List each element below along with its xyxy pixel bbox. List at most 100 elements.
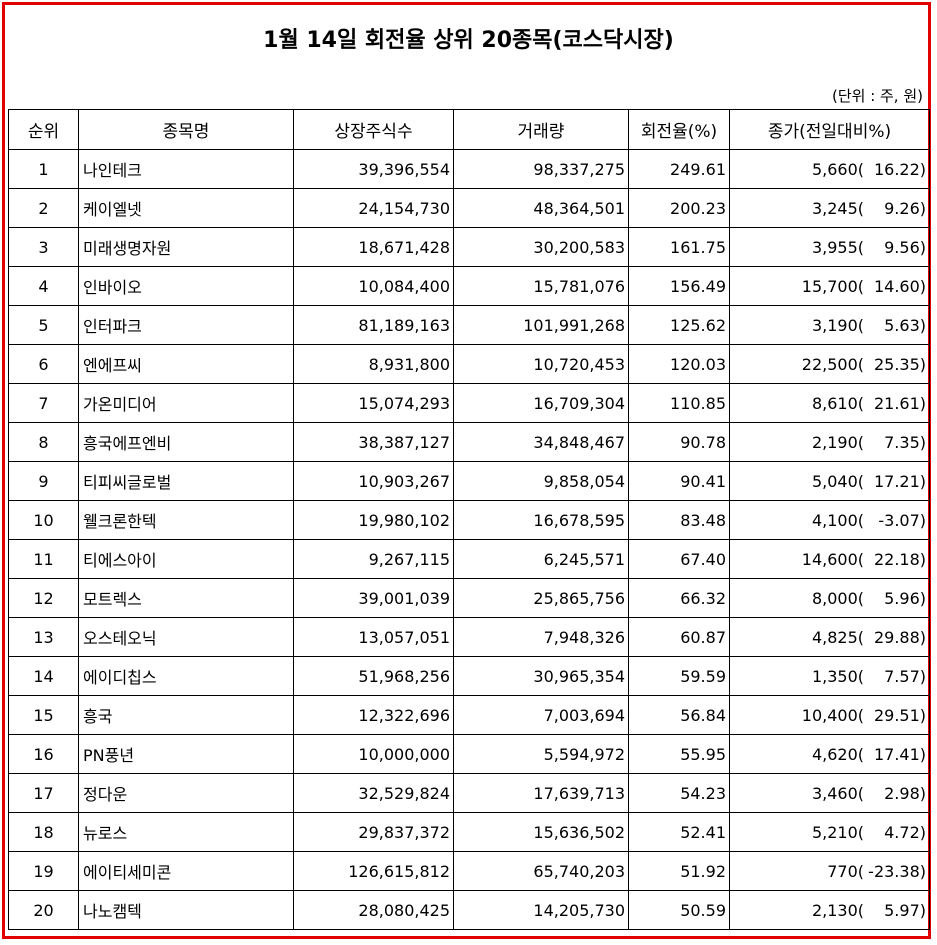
close-price-cell: 5,210(4.72) <box>729 812 930 852</box>
turnover-cell: 66.32 <box>628 578 730 618</box>
turnover-cell: 59.59 <box>628 656 730 696</box>
close-price-cell: 2,190(7.35) <box>729 422 930 462</box>
volume-cell: 30,200,583 <box>453 227 629 267</box>
turnover-table: 순위 종목명 상장주식수 거래량 회전율(%) 종가(전일대비%) 1 나인테크 3… <box>8 109 930 930</box>
close-price-cell: 5,660(16.22) <box>729 149 930 189</box>
close-price-cell: 4,100(-3.07) <box>729 500 930 540</box>
listed-shares-cell: 29,837,372 <box>293 812 454 852</box>
turnover-cell: 200.23 <box>628 188 730 228</box>
turnover-cell: 249.61 <box>628 149 730 189</box>
turnover-cell: 125.62 <box>628 305 730 345</box>
price-change: 29.88) <box>873 627 926 647</box>
price-change: 22.18) <box>873 549 926 569</box>
stock-name-cell: PN풍년 <box>78 734 294 774</box>
close-price: 3,190( <box>811 315 864 335</box>
price-change: 21.61) <box>873 393 926 413</box>
price-change: 5.63) <box>884 315 926 335</box>
price-change: 7.35) <box>884 432 926 452</box>
close-price: 1,350( <box>811 666 864 686</box>
price-change: 29.51) <box>873 705 926 725</box>
listed-shares-cell: 39,001,039 <box>293 578 454 618</box>
close-price-cell: 4,620(17.41) <box>729 734 930 774</box>
table-row: 10 웰크론한텍 19,980,102 16,678,595 83.48 4,100(-3… <box>8 500 930 540</box>
turnover-cell: 120.03 <box>628 344 730 384</box>
volume-cell: 6,245,571 <box>453 539 629 579</box>
close-price: 3,460( <box>811 783 864 803</box>
stock-name-cell: 흥국에프엔비 <box>78 422 294 462</box>
price-change: 5.97) <box>884 900 926 920</box>
volume-cell: 7,003,694 <box>453 695 629 735</box>
close-price: 15,700( <box>801 276 864 296</box>
stock-name-cell: 에이티세미콘 <box>78 851 294 891</box>
rank-cell: 5 <box>8 305 79 345</box>
turnover-cell: 90.41 <box>628 461 730 501</box>
rank-cell: 20 <box>8 890 79 930</box>
listed-shares-cell: 10,000,000 <box>293 734 454 774</box>
turnover-cell: 50.59 <box>628 890 730 930</box>
price-change: 2.98) <box>884 783 926 803</box>
volume-cell: 30,965,354 <box>453 656 629 696</box>
listed-shares-cell: 126,615,812 <box>293 851 454 891</box>
table-row: 16 PN풍년 10,000,000 5,594,972 55.95 4,620(17.4… <box>8 734 930 774</box>
close-price: 22,500( <box>801 354 864 374</box>
table-row: 8 흥국에프엔비 38,387,127 34,848,467 90.78 2,190(7.… <box>8 422 930 462</box>
col-header-listed-shares: 상장주식수 <box>293 109 454 150</box>
close-price-cell: 10,400( 29.51) <box>729 695 930 735</box>
close-price: 10,400( <box>801 705 864 725</box>
volume-cell: 15,636,502 <box>453 812 629 852</box>
price-change: 9.26) <box>884 198 926 218</box>
price-change: -3.07) <box>878 510 926 530</box>
stock-name-cell: 오스테오닉 <box>78 617 294 657</box>
close-price-cell: 3,460( 2.98) <box>729 773 930 813</box>
close-price: 8,000( <box>811 588 864 608</box>
close-price: 5,210( <box>811 822 864 842</box>
listed-shares-cell: 12,322,696 <box>293 695 454 735</box>
close-price-cell: 4,825( 29.88) <box>729 617 930 657</box>
listed-shares-cell: 28,080,425 <box>293 890 454 930</box>
close-price: 3,245( <box>811 198 864 218</box>
table-row: 4 인바이오 10,084,400 15,781,076 156.49 15,700(14… <box>8 266 930 306</box>
listed-shares-cell: 81,189,163 <box>293 305 454 345</box>
listed-shares-cell: 18,671,428 <box>293 227 454 267</box>
rank-cell: 9 <box>8 461 79 501</box>
col-header-turnover: 회전율(%) <box>628 109 730 150</box>
rank-cell: 3 <box>8 227 79 267</box>
table-row: 5 인터파크 81,189,163 101,991,268 125.62 3,190(5.… <box>8 305 930 345</box>
table-row: 12 모트렉스 39,001,039 25,865,756 66.32 8,000(5.9… <box>8 578 930 618</box>
rank-cell: 4 <box>8 266 79 306</box>
close-price: 8,610( <box>811 393 864 413</box>
listed-shares-cell: 10,084,400 <box>293 266 454 306</box>
close-price-cell: 2,130( 5.97) <box>729 890 930 930</box>
table-row: 19 에이티세미콘 126,615,812 65,740,203 51.92 770(-2… <box>8 851 930 891</box>
turnover-cell: 52.41 <box>628 812 730 852</box>
turnover-cell: 56.84 <box>628 695 730 735</box>
turnover-cell: 161.75 <box>628 227 730 267</box>
volume-cell: 34,848,467 <box>453 422 629 462</box>
close-price: 3,955( <box>811 237 864 257</box>
table-row: 2 케이엘넷 24,154,730 48,364,501 200.23 3,245(9.2… <box>8 188 930 228</box>
close-price: 2,130( <box>811 900 864 920</box>
close-price-cell: 8,000(5.96) <box>729 578 930 618</box>
stock-name-cell: 에이디칩스 <box>78 656 294 696</box>
rank-cell: 12 <box>8 578 79 618</box>
rank-cell: 16 <box>8 734 79 774</box>
listed-shares-cell: 51,968,256 <box>293 656 454 696</box>
turnover-cell: 51.92 <box>628 851 730 891</box>
turnover-cell: 90.78 <box>628 422 730 462</box>
table-row: 14 에이디칩스 51,968,256 30,965,354 59.59 1,350(7.… <box>8 656 930 696</box>
close-price-cell: 3,190( 5.63) <box>729 305 930 345</box>
close-price-cell: 3,245( 9.26) <box>729 188 930 228</box>
table-row: 6 엔에프씨 8,931,800 10,720,453 120.03 22,500(25.… <box>8 344 930 384</box>
stock-name-cell: 나노캠텍 <box>78 890 294 930</box>
stock-name-cell: 케이엘넷 <box>78 188 294 228</box>
close-price: 4,825( <box>811 627 864 647</box>
rank-cell: 7 <box>8 383 79 423</box>
rank-cell: 18 <box>8 812 79 852</box>
turnover-cell: 83.48 <box>628 500 730 540</box>
turnover-cell: 156.49 <box>628 266 730 306</box>
table-row: 1 나인테크 39,396,554 98,337,275 249.61 5,660(16.… <box>8 149 930 189</box>
volume-cell: 98,337,275 <box>453 149 629 189</box>
volume-cell: 48,364,501 <box>453 188 629 228</box>
stock-name-cell: 티에스아이 <box>78 539 294 579</box>
